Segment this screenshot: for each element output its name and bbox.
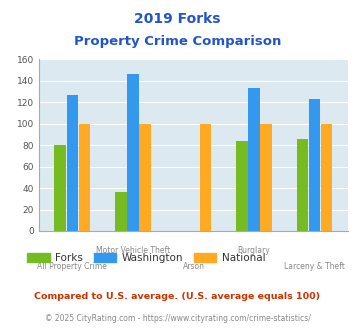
Bar bbox=[55, 145, 66, 231]
Text: All Property Crime: All Property Crime bbox=[37, 262, 107, 271]
Bar bbox=[115, 192, 127, 231]
Text: Larceny & Theft: Larceny & Theft bbox=[284, 262, 345, 271]
Text: 2019 Forks: 2019 Forks bbox=[134, 12, 221, 25]
Text: Property Crime Comparison: Property Crime Comparison bbox=[74, 35, 281, 48]
Text: Compared to U.S. average. (U.S. average equals 100): Compared to U.S. average. (U.S. average … bbox=[34, 292, 321, 301]
Text: Burglary: Burglary bbox=[237, 246, 271, 255]
Bar bbox=[248, 88, 260, 231]
Bar bbox=[79, 124, 90, 231]
Bar bbox=[127, 74, 139, 231]
Text: © 2025 CityRating.com - https://www.cityrating.com/crime-statistics/: © 2025 CityRating.com - https://www.city… bbox=[45, 314, 310, 323]
Bar bbox=[261, 124, 272, 231]
Bar bbox=[67, 95, 78, 231]
Bar bbox=[139, 124, 151, 231]
Text: Arson: Arson bbox=[182, 262, 204, 271]
Bar bbox=[309, 99, 320, 231]
Bar bbox=[297, 139, 308, 231]
Legend: Forks, Washington, National: Forks, Washington, National bbox=[23, 248, 269, 267]
Bar bbox=[200, 124, 211, 231]
Bar bbox=[236, 141, 248, 231]
Text: Motor Vehicle Theft: Motor Vehicle Theft bbox=[96, 246, 170, 255]
Bar bbox=[321, 124, 333, 231]
